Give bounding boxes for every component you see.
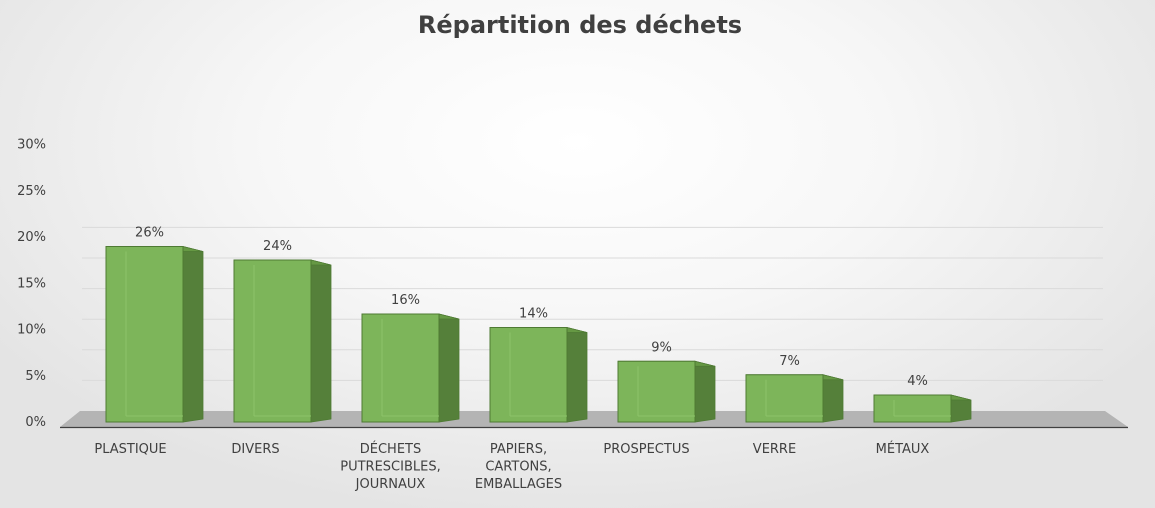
data-label: 7% xyxy=(779,354,800,369)
data-label: 26% xyxy=(135,226,164,241)
chart-title: Répartition des déchets xyxy=(418,11,742,39)
bar-front xyxy=(233,259,312,423)
bar xyxy=(233,259,332,423)
category-label: DIVERS xyxy=(231,442,279,457)
category-label: EMBALLAGES xyxy=(475,477,562,492)
category-label: CARTONS, xyxy=(485,460,551,475)
category-label: VERRE xyxy=(753,442,796,457)
category-label: DÉCHETS xyxy=(360,441,421,457)
bar-side xyxy=(438,313,460,423)
y-tick-label: 20% xyxy=(17,230,46,245)
category-label: MÉTAUX xyxy=(876,441,930,457)
y-tick-label: 30% xyxy=(17,138,46,153)
bar xyxy=(489,326,588,423)
y-tick-label: 25% xyxy=(17,184,46,199)
bar-front xyxy=(361,313,440,423)
bar-side xyxy=(694,360,716,423)
bar-front xyxy=(873,394,952,423)
data-label: 24% xyxy=(263,239,292,254)
y-tick-label: 10% xyxy=(17,323,46,338)
category-label: PAPIERS, xyxy=(490,442,547,457)
bar-front xyxy=(105,246,184,423)
bar xyxy=(361,313,460,423)
data-label: 9% xyxy=(651,340,672,355)
data-label: 14% xyxy=(519,307,548,322)
y-tick-label: 15% xyxy=(17,276,46,291)
bars xyxy=(105,245,972,423)
category-label: PUTRESCIBLES, xyxy=(340,460,440,475)
data-labels: 26% 24% 16% 14% 9% 7% 4% xyxy=(135,226,928,390)
bar-side xyxy=(566,326,588,423)
bar-front xyxy=(617,360,696,423)
bar xyxy=(617,360,716,423)
bar-front xyxy=(745,374,824,423)
category-label: PLASTIQUE xyxy=(94,442,166,457)
bar-side xyxy=(310,259,332,423)
category-label: PROSPECTUS xyxy=(603,442,689,457)
bar-side xyxy=(822,374,844,423)
data-label: 16% xyxy=(391,293,420,308)
bar xyxy=(105,245,204,423)
y-axis-tick-labels: 0% 5% 10% 15% 20% 25% 30% xyxy=(17,138,46,431)
y-tick-label: 5% xyxy=(25,369,46,384)
y-tick-label: 0% xyxy=(25,415,46,430)
x-axis-category-labels: PLASTIQUE DIVERS DÉCHETS PUTRESCIBLES, JOURN… xyxy=(94,441,929,492)
category-label: JOURNAUX xyxy=(355,477,426,492)
bar-side xyxy=(182,245,204,423)
bar xyxy=(745,374,844,423)
bar xyxy=(873,394,972,423)
data-label: 4% xyxy=(907,374,928,389)
bar-front xyxy=(489,327,568,423)
